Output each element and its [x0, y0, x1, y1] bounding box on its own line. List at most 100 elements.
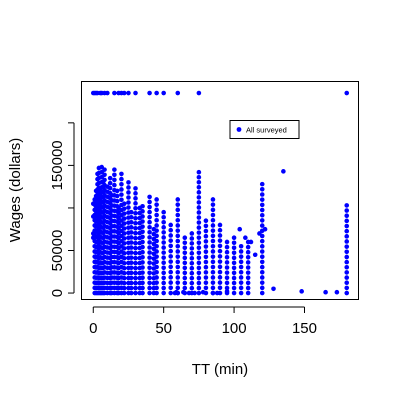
data-point: [168, 259, 174, 264]
data-point: [259, 270, 265, 275]
data-point: [133, 265, 138, 271]
data-point: [140, 265, 145, 270]
y-axis-label: Wages (dollars): [7, 138, 24, 242]
data-point: [259, 192, 265, 197]
data-point: [133, 285, 138, 291]
data-point: [224, 285, 230, 291]
legend-entry-label: All surveyed: [246, 126, 287, 135]
data-point: [133, 255, 138, 261]
data-point: [259, 244, 265, 249]
data-point: [119, 197, 124, 203]
data-point: [154, 259, 159, 265]
data-point: [259, 181, 265, 187]
data-point: [128, 240, 134, 245]
data-point: [210, 228, 216, 233]
data-point: [231, 240, 237, 246]
data-point: [344, 234, 350, 239]
data-point: [182, 285, 188, 291]
data-point: [210, 290, 216, 296]
data-point: [161, 250, 166, 255]
data-point: [259, 212, 265, 218]
data-point: [121, 241, 127, 246]
data-point: [231, 260, 237, 266]
data-point: [196, 205, 202, 210]
data-point: [224, 244, 230, 250]
data-point: [245, 265, 251, 270]
data-point: [133, 245, 138, 251]
data-point: [271, 286, 276, 292]
data-point: [147, 240, 152, 245]
data-point: [133, 270, 138, 276]
data-point: [147, 280, 152, 286]
data-point: [189, 265, 195, 271]
data-point: [147, 250, 152, 255]
data-point: [175, 217, 181, 223]
data-point: [121, 265, 127, 271]
data-point: [140, 260, 145, 265]
data-point: [182, 235, 188, 241]
data-point: [259, 202, 265, 208]
data-point: [161, 245, 166, 250]
data-point: [161, 230, 166, 235]
data-points: [90, 90, 350, 296]
data-point: [238, 264, 244, 270]
data-point: [133, 235, 138, 241]
data-point: [168, 280, 174, 285]
data-point: [128, 280, 134, 286]
data-point: [161, 225, 166, 230]
data-point: [196, 185, 202, 190]
data-point: [231, 285, 237, 291]
data-point: [238, 259, 244, 265]
data-point: [128, 260, 134, 266]
data-point: [196, 240, 202, 245]
data-point: [114, 193, 120, 199]
data-point: [133, 90, 138, 96]
data-point: [140, 275, 145, 281]
legend: All surveyed: [229, 120, 300, 139]
data-point: [154, 212, 159, 218]
y-tick-label: 150000: [49, 140, 66, 190]
data-point: [238, 243, 244, 249]
data-point: [238, 249, 244, 254]
data-point: [217, 280, 223, 285]
data-point: [128, 220, 134, 225]
data-point: [126, 90, 131, 96]
data-point: [217, 248, 223, 254]
data-point: [133, 240, 138, 246]
data-point: [175, 207, 181, 213]
data-point: [90, 235, 96, 241]
data-point: [210, 275, 216, 280]
data-point: [181, 289, 186, 295]
data-point: [224, 289, 230, 294]
data-point: [210, 233, 216, 239]
data-point: [203, 239, 209, 244]
legend-box: [229, 120, 300, 139]
data-point: [259, 218, 265, 223]
data-point: [210, 254, 216, 259]
data-point: [175, 223, 181, 228]
data-point: [344, 203, 350, 208]
data-point: [203, 280, 209, 286]
data-point: [175, 280, 181, 285]
data-point: [90, 201, 96, 206]
data-point: [133, 215, 138, 221]
data-point: [189, 241, 195, 246]
data-point: [231, 290, 237, 296]
data-point: [175, 233, 181, 239]
data-point: [344, 218, 350, 224]
data-point: [154, 202, 159, 207]
data-point: [147, 260, 152, 265]
data-point: [210, 243, 216, 249]
data-point: [189, 270, 195, 276]
x-axis: 0 50 100 150: [89, 306, 317, 337]
data-point: [344, 244, 350, 249]
data-point: [128, 209, 134, 215]
data-point: [189, 255, 195, 261]
data-point: [189, 231, 195, 236]
data-point: [133, 225, 138, 231]
data-point: [154, 243, 159, 249]
data-point: [121, 231, 127, 236]
data-point: [126, 200, 131, 205]
data-point: [196, 174, 202, 180]
data-point: [175, 238, 181, 244]
